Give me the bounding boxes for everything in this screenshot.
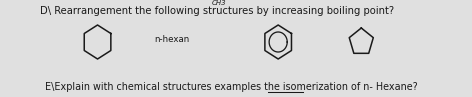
Text: n-hexan: n-hexan: [154, 36, 189, 45]
Text: D\ Rearrangement the following structures by increasing boiling point?: D\ Rearrangement the following structure…: [40, 6, 394, 16]
Text: E\Explain with chemical structures examples the isomerization of n- Hexane?: E\Explain with chemical structures examp…: [45, 82, 418, 92]
Text: CH3: CH3: [212, 0, 227, 6]
